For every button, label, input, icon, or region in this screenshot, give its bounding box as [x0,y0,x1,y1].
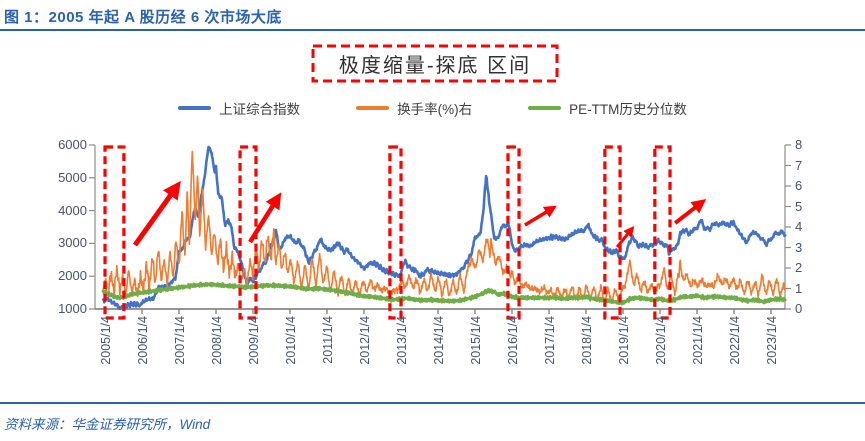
legend-item-pe: PE-TTM历史分位数 [528,98,687,118]
x-axis-label: 2017/1/4 [543,316,557,365]
legend-swatch-pe [528,106,562,110]
legend-label-sse: 上证综合指数 [219,102,301,117]
x-axis-label: 2019/1/4 [617,316,631,365]
x-axis-label: 2021/1/4 [691,316,705,365]
footer-rule [0,402,865,404]
series-line-sse [101,145,787,310]
chart-legend: 上证综合指数 换手率(%)右 PE-TTM历史分位数 [0,98,865,118]
x-axis-label: 2011/1/4 [321,316,335,364]
highlight-box [653,145,672,320]
annotation-box-label: 极度缩量-探底 区间 [338,55,532,77]
trend-arrow [132,180,181,247]
highlight-box [388,145,403,320]
annotation-box [311,44,559,83]
highlight-box [103,145,126,320]
trend-arrow [524,205,557,227]
highlight-box [506,145,521,320]
legend-swatch-sse [178,106,212,110]
right-axis-tick-label: 3 [795,239,803,255]
legend-swatch-turnover [356,106,390,110]
x-axis-label: 2014/1/4 [432,316,446,365]
left-axis-tick-label: 2000 [58,268,87,284]
left-axis-tick-label: 5000 [58,169,87,185]
x-axis-label: 2020/1/4 [654,316,668,365]
trend-arrow [248,192,282,244]
x-axis-label: 2008/1/4 [210,316,224,365]
right-axis-tick-label: 7 [795,157,803,173]
right-axis-tick-label: 2 [795,260,803,275]
title-underline [0,29,865,31]
legend-item-turnover: 换手率(%)右 [356,98,472,118]
right-axis-tick-label: 5 [795,198,803,214]
x-axis-label: 2018/1/4 [580,316,594,365]
right-axis-tick-label: 8 [795,137,803,152]
x-axis-label: 2007/1/4 [173,316,187,365]
x-axis-label: 2015/1/4 [469,316,483,365]
legend-item-sse: 上证综合指数 [178,98,300,118]
trend-arrow [673,198,707,225]
trend-arrow [615,226,635,248]
left-axis-tick-label: 4000 [58,202,87,218]
highlight-box [603,145,622,320]
x-axis-label: 2022/1/4 [728,316,742,365]
legend-label-pe: PE-TTM历史分位数 [569,102,687,117]
x-axis-label: 2010/1/4 [284,316,298,365]
x-axis-label: 2016/1/4 [506,316,520,365]
right-axis-tick-label: 1 [795,280,803,296]
left-axis-tick-label: 1000 [58,301,87,316]
x-axis-label: 2023/1/4 [765,316,779,365]
x-axis-label: 2006/1/4 [136,316,150,365]
left-axis-tick-label: 6000 [58,137,87,152]
series-line-turnover [102,150,786,305]
right-axis-tick-label: 0 [795,301,803,316]
left-axis-tick-label: 3000 [58,235,87,251]
x-axis-label: 2005/1/4 [99,316,113,365]
x-axis-label: 2009/1/4 [247,316,261,365]
legend-label-turnover: 换手率(%)右 [397,102,473,117]
x-axis-label: 2012/1/4 [358,316,372,365]
x-axis-label: 2013/1/4 [395,316,409,365]
right-axis-tick-label: 4 [795,219,803,234]
figure-title: 图 1：2005 年起 A 股历经 6 次市场大底 [4,9,282,26]
right-axis-tick-label: 6 [795,178,803,193]
source-note: 资料来源：华金证券研究所，Wind [4,417,211,432]
